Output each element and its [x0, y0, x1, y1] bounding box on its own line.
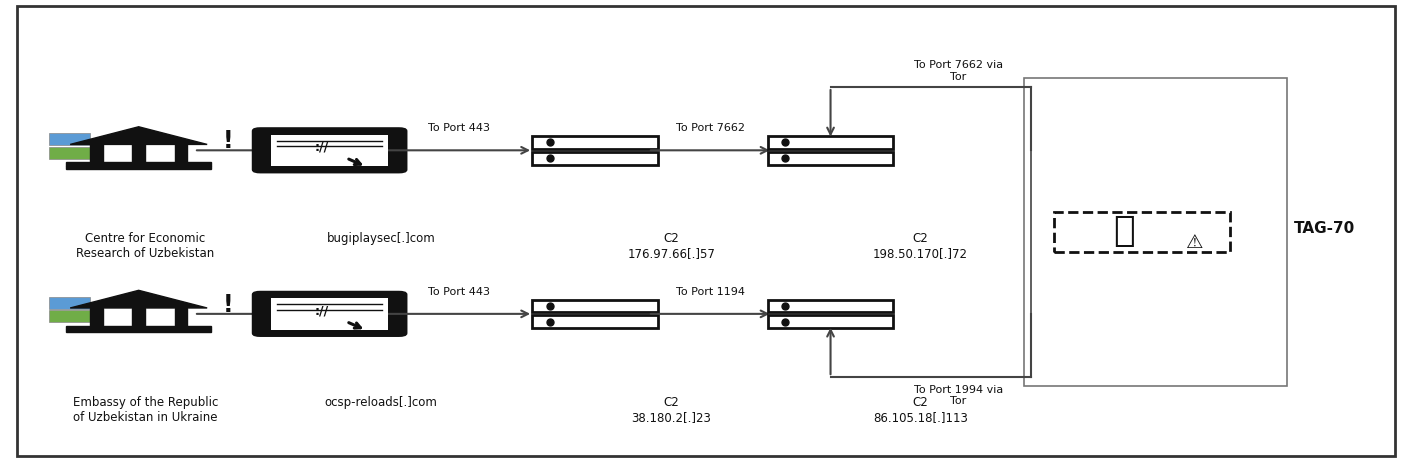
Text: ⚠️: ⚠️ — [1186, 232, 1203, 251]
Bar — [66, 330, 210, 332]
Text: 🎭: 🎭 — [1114, 214, 1135, 248]
Text: TAG-70: TAG-70 — [1293, 221, 1356, 236]
Text: C2
176.97.66[.]57: C2 176.97.66[.]57 — [627, 232, 716, 259]
Bar — [133, 308, 145, 326]
Bar — [532, 300, 658, 313]
Text: To Port 443: To Port 443 — [428, 286, 490, 296]
Bar — [532, 137, 658, 150]
Text: Centre for Economic
Research of Uzbekistan: Centre for Economic Research of Uzbekist… — [76, 232, 215, 259]
Bar — [768, 316, 894, 329]
Bar — [48, 147, 90, 159]
FancyBboxPatch shape — [1024, 79, 1288, 386]
Bar — [90, 308, 103, 326]
FancyBboxPatch shape — [1053, 212, 1230, 253]
Bar — [66, 163, 210, 166]
Bar — [768, 137, 894, 150]
Bar — [48, 134, 90, 146]
Text: !: ! — [223, 293, 233, 316]
Text: To Port 1994 via
Tor: To Port 1994 via Tor — [914, 384, 1003, 406]
Text: C2
86.105.18[.]113: C2 86.105.18[.]113 — [873, 394, 967, 423]
Bar — [768, 152, 894, 165]
FancyBboxPatch shape — [271, 299, 388, 330]
Bar — [66, 326, 210, 330]
Text: To Port 7662: To Port 7662 — [676, 123, 744, 133]
Text: ://: :// — [315, 140, 329, 153]
Text: To Port 7662 via
Tor: To Port 7662 via Tor — [914, 60, 1003, 81]
Bar — [90, 145, 103, 163]
Bar — [175, 145, 188, 163]
Text: ://: :// — [315, 304, 329, 317]
Bar — [48, 297, 90, 309]
Bar — [66, 166, 210, 169]
Polygon shape — [71, 291, 208, 308]
Text: To Port 1194: To Port 1194 — [676, 286, 744, 296]
Bar — [175, 308, 188, 326]
Bar — [532, 316, 658, 329]
Text: To Port 443: To Port 443 — [428, 123, 490, 133]
Text: bugiplaysec[.]com: bugiplaysec[.]com — [326, 232, 435, 244]
Bar — [768, 300, 894, 313]
FancyBboxPatch shape — [254, 293, 405, 336]
Bar — [532, 152, 658, 165]
Text: Embassy of the Republic
of Uzbekistan in Ukraine: Embassy of the Republic of Uzbekistan in… — [73, 394, 219, 423]
Text: C2
38.180.2[.]23: C2 38.180.2[.]23 — [631, 394, 712, 423]
FancyBboxPatch shape — [271, 135, 388, 167]
Bar — [133, 145, 145, 163]
Polygon shape — [71, 127, 208, 145]
FancyBboxPatch shape — [254, 130, 405, 172]
Text: ocsp-reloads[.]com: ocsp-reloads[.]com — [325, 394, 438, 408]
Text: C2
198.50.170[.]72: C2 198.50.170[.]72 — [873, 232, 969, 259]
Bar — [48, 311, 90, 323]
Text: !: ! — [223, 129, 233, 153]
